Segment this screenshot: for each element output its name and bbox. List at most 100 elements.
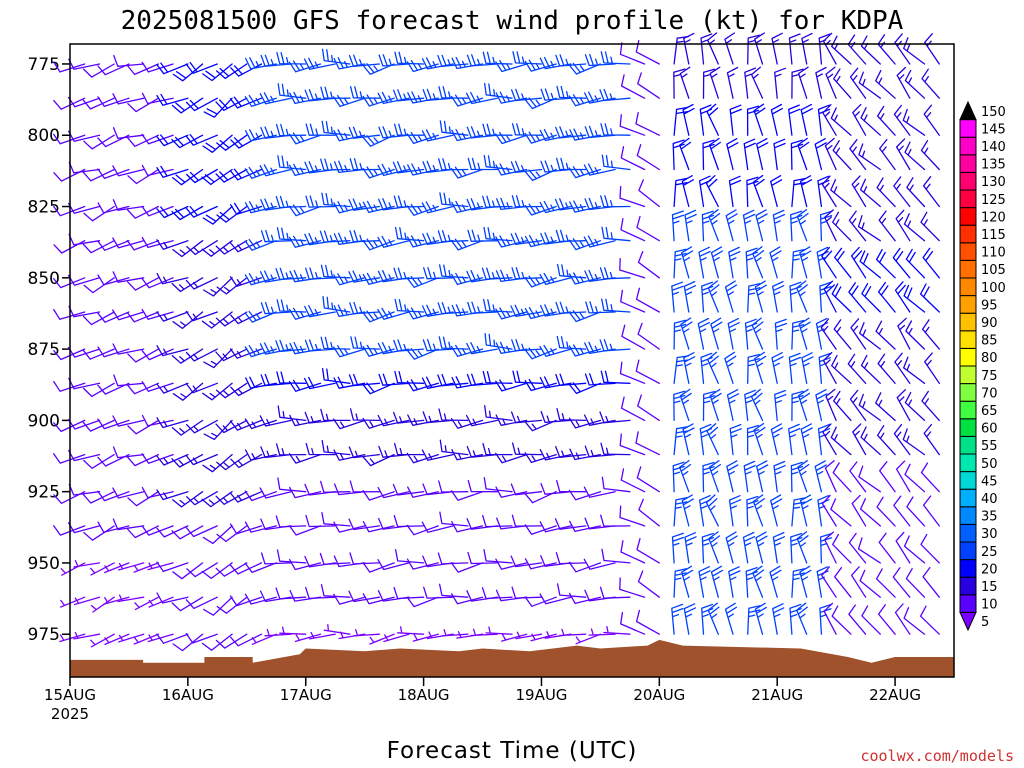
plot-frame bbox=[69, 43, 955, 678]
wind-barb bbox=[924, 33, 940, 65]
wind-barb bbox=[575, 633, 602, 645]
wind-barb bbox=[422, 411, 454, 424]
wind-barb bbox=[68, 449, 101, 462]
wind-barb bbox=[681, 494, 694, 527]
wind-barb bbox=[333, 304, 366, 317]
wind-barb bbox=[796, 531, 809, 564]
wind-barb bbox=[482, 195, 513, 208]
colorbar-label: 115 bbox=[981, 228, 1006, 243]
wind-barb bbox=[600, 514, 631, 527]
wind-barb bbox=[333, 160, 366, 174]
wind-barb bbox=[819, 210, 833, 242]
wind-barb bbox=[524, 378, 557, 392]
wind-barb bbox=[305, 195, 336, 208]
wind-barb bbox=[791, 497, 806, 527]
wind-barb bbox=[127, 348, 160, 363]
wind-barb bbox=[702, 461, 715, 493]
wind-barb bbox=[412, 633, 439, 642]
wind-barb bbox=[876, 177, 896, 208]
wind-barb bbox=[831, 283, 852, 313]
wind-barb bbox=[82, 348, 115, 360]
wind-barb bbox=[797, 388, 811, 422]
wind-barb bbox=[185, 97, 218, 112]
wind-barb bbox=[679, 388, 692, 422]
wind-barb bbox=[815, 66, 827, 99]
wind-barb bbox=[830, 178, 852, 208]
wind-barb bbox=[524, 59, 557, 72]
wind-barb bbox=[747, 34, 760, 65]
wind-barb bbox=[637, 394, 660, 422]
wind-barb bbox=[920, 211, 940, 242]
wind-barb bbox=[559, 628, 587, 637]
wind-barb bbox=[495, 269, 528, 283]
wind-barb bbox=[772, 531, 786, 564]
wind-barb bbox=[483, 226, 513, 242]
wind-barb bbox=[60, 562, 86, 576]
wind-barb bbox=[708, 531, 721, 564]
wind-barb bbox=[90, 596, 115, 613]
wind-barb bbox=[671, 532, 685, 564]
y-tick-label: 875 bbox=[28, 340, 60, 360]
wind-barb bbox=[747, 605, 761, 635]
wind-barb bbox=[394, 549, 425, 564]
wind-barb bbox=[393, 123, 425, 136]
wind-barb bbox=[601, 298, 631, 313]
wind-barb bbox=[483, 549, 513, 564]
wind-barb bbox=[67, 202, 101, 214]
colorbar-swatch bbox=[959, 154, 977, 173]
wind-barb bbox=[599, 88, 631, 102]
wind-barb bbox=[185, 632, 218, 644]
colorbar-label: 95 bbox=[981, 298, 998, 313]
wind-barb bbox=[751, 317, 764, 350]
wind-barb bbox=[171, 348, 204, 364]
wind-barb bbox=[407, 91, 439, 104]
wind-barb bbox=[857, 215, 881, 242]
wind-barb bbox=[202, 205, 233, 225]
wind-barb bbox=[288, 307, 322, 320]
wind-barb bbox=[276, 299, 307, 313]
wind-barb bbox=[683, 603, 697, 635]
wind-barb bbox=[858, 465, 881, 493]
wind-barb bbox=[707, 602, 720, 635]
colorbar-swatch bbox=[959, 453, 977, 473]
wind-barb bbox=[259, 590, 292, 603]
wind-barb bbox=[185, 525, 218, 538]
y-tick-label: 950 bbox=[28, 554, 60, 574]
wind-barb bbox=[847, 34, 867, 65]
wind-barb bbox=[814, 460, 827, 493]
wind-barb bbox=[848, 210, 867, 242]
wind-barb bbox=[684, 209, 697, 242]
wind-barb bbox=[798, 317, 811, 350]
wind-barb bbox=[679, 137, 692, 171]
wind-barb bbox=[750, 388, 764, 422]
colorbar-label: 45 bbox=[981, 474, 998, 489]
colorbar-swatch bbox=[959, 541, 977, 561]
wind-barb bbox=[539, 272, 572, 286]
wind-barb bbox=[702, 68, 716, 99]
wind-barb bbox=[510, 88, 543, 102]
wind-barb bbox=[321, 120, 351, 136]
wind-barb bbox=[878, 210, 896, 242]
colorbar-label: 110 bbox=[981, 246, 1006, 261]
wind-barb bbox=[833, 68, 852, 99]
wind-barb bbox=[465, 91, 498, 105]
wind-barb bbox=[201, 562, 233, 580]
speed-colorbar: 5 10 15 20 25 30 35 40 45 50 55 60 65 70 75 80 85 90 95 100… bbox=[959, 100, 1006, 632]
wind-barb bbox=[789, 603, 802, 635]
wind-barb bbox=[277, 155, 307, 171]
wind-barb bbox=[276, 549, 307, 564]
wind-barb bbox=[421, 449, 454, 461]
wind-barb bbox=[466, 342, 498, 355]
wind-barb bbox=[920, 140, 940, 171]
colorbar-swatch bbox=[959, 312, 977, 332]
wind-barb bbox=[216, 205, 248, 223]
wind-barb bbox=[621, 324, 646, 350]
colorbar-label: 100 bbox=[981, 281, 1006, 296]
wind-barb bbox=[756, 460, 769, 493]
wind-barb bbox=[394, 51, 425, 65]
wind-barb bbox=[774, 318, 788, 350]
wind-barb bbox=[438, 158, 469, 171]
wind-barb bbox=[754, 32, 765, 65]
wind-barb bbox=[772, 209, 786, 242]
wind-barb bbox=[876, 425, 896, 456]
